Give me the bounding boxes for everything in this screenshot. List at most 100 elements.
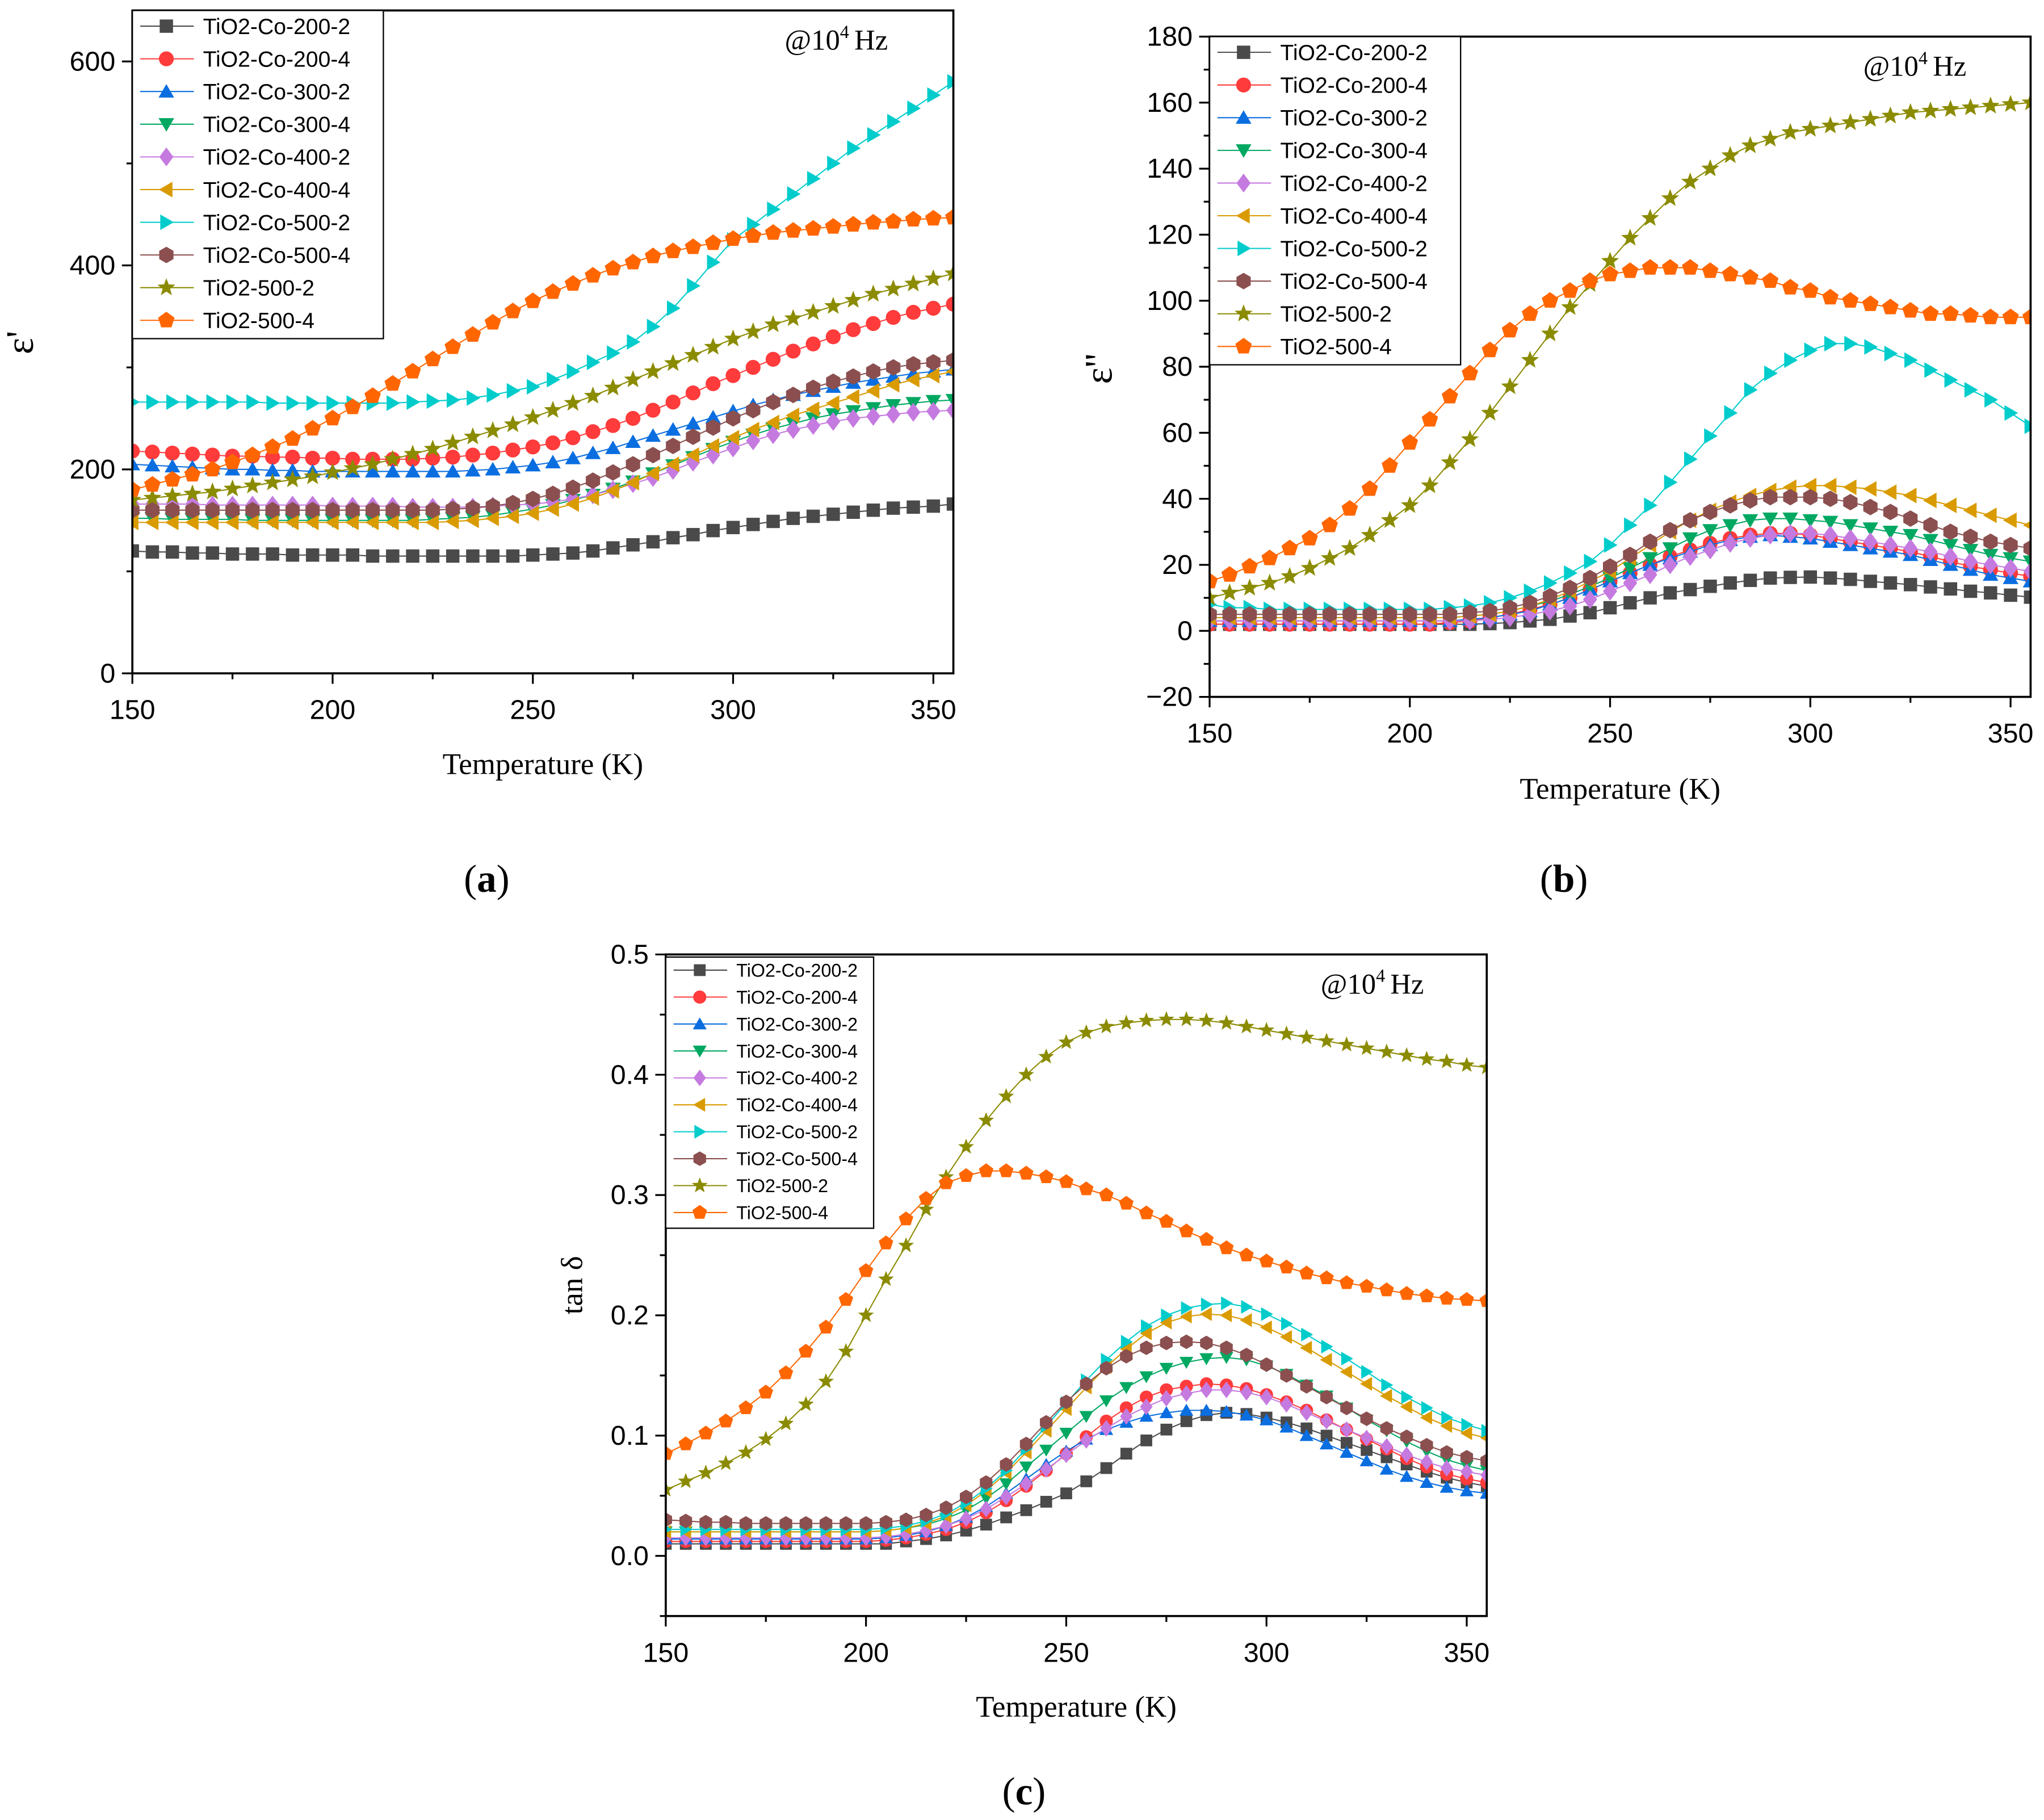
data-point-TiO2-500-2 [1459, 1056, 1475, 1072]
data-point-TiO2-Co-500-2 [887, 114, 901, 130]
data-point-TiO2-500-2 [1438, 1053, 1455, 1068]
data-point-TiO2-Co-500-2 [647, 318, 661, 335]
data-point-TiO2-500-4 [284, 430, 301, 446]
data-point-TiO2-Co-500-4 [1362, 606, 1377, 623]
data-point-TiO2-Co-500-4 [1222, 606, 1237, 623]
data-point-TiO2-Co-200-4 [425, 450, 440, 466]
legend-item: TiO2-Co-400-4 [140, 178, 350, 203]
legend-item: TiO2-500-2 [140, 276, 314, 301]
y-tick-label: 160 [1147, 87, 1193, 118]
data-point-TiO2-Co-300-4 [1199, 1353, 1214, 1365]
y-tick-label: 60 [1162, 417, 1193, 448]
legend-label: TiO2-500-2 [1280, 303, 1392, 327]
data-point-TiO2-Co-400-4 [765, 414, 779, 430]
annotation-unit: Hz [1390, 968, 1424, 1000]
data-point-TiO2-Co-400-4 [1400, 1399, 1412, 1414]
data-point-TiO2-Co-500-4 [1783, 489, 1798, 506]
data-point-TiO2-Co-200-2 [1783, 571, 1797, 584]
data-point-TiO2-Co-300-4 [1099, 1395, 1114, 1408]
data-point-TiO2-Co-500-4 [305, 502, 320, 519]
data-point-TiO2-500-4 [1339, 1275, 1354, 1289]
data-point-TiO2-500-4 [144, 476, 161, 492]
data-point-TiO2-500-4 [1078, 1181, 1094, 1196]
data-point-TiO2-Co-200-4 [305, 450, 320, 466]
data-point-TiO2-Co-500-4 [1000, 1457, 1013, 1472]
data-point-TiO2-Co-400-4 [245, 514, 259, 531]
data-point-TiO2-Co-500-4 [906, 356, 921, 373]
data-point-TiO2-Co-400-4 [445, 513, 459, 530]
data-point-TiO2-Co-200-2 [1623, 596, 1637, 610]
data-point-TiO2-500-4 [1521, 305, 1538, 321]
y-tick-label: 80 [1162, 351, 1193, 382]
data-point-TiO2-Co-500-4 [1400, 1429, 1413, 1444]
data-point-TiO2-500-4 [1742, 269, 1758, 285]
data-point-TiO2-Co-500-4 [699, 1515, 712, 1530]
data-point-TiO2-Co-200-4 [1119, 1401, 1133, 1415]
data-point-TiO2-500-4 [1622, 262, 1639, 278]
legend-box [132, 10, 384, 339]
data-point-TiO2-Co-400-2 [1200, 1381, 1213, 1399]
data-point-TiO2-Co-200-4 [325, 450, 341, 466]
legend-marker-pentagon-icon [158, 312, 175, 328]
y-tick-label: 40 [1162, 484, 1193, 514]
data-point-TiO2-Co-400-2 [565, 489, 580, 509]
data-point-TiO2-500-2 [404, 444, 422, 462]
panel-c-tan-delta: 150 200 250 300 350 0.0 0.1 0.2 0.3 0.4 0.5 Tempera… [556, 939, 1489, 1813]
data-point-TiO2-Co-200-2 [1803, 570, 1818, 584]
legend-item: TiO2-Co-400-2 [673, 1068, 858, 1088]
data-point-TiO2-Co-300-4 [925, 395, 942, 409]
data-point-TiO2-Co-400-2 [826, 412, 841, 431]
data-point-TiO2-Co-300-4 [1642, 552, 1658, 566]
data-point-TiO2-Co-500-2 [1884, 346, 1898, 362]
data-point-TiO2-Co-500-4 [1323, 606, 1337, 623]
data-point-TiO2-Co-500-2 [1523, 583, 1538, 599]
data-point-TiO2-Co-500-4 [826, 373, 841, 390]
data-point-TiO2-Co-500-4 [245, 502, 260, 519]
data-point-TiO2-500-2 [918, 1201, 934, 1217]
data-point-TiO2-Co-200-4 [866, 316, 881, 332]
data-point-TiO2-Co-500-2 [1904, 352, 1918, 368]
data-point-TiO2-500-2 [223, 479, 242, 497]
data-point-TiO2-Co-400-2 [1963, 552, 1978, 571]
x-tick-label: 250 [1587, 718, 1633, 749]
data-point-TiO2-500-2 [1098, 1018, 1114, 1034]
data-point-TiO2-Co-500-2 [186, 394, 200, 410]
data-point-TiO2-Co-500-4 [1382, 606, 1397, 623]
data-point-TiO2-500-2 [1801, 119, 1820, 137]
data-point-TiO2-Co-500-4 [1763, 489, 1778, 506]
data-point-TiO2-Co-300-2 [685, 416, 701, 430]
data-point-TiO2-Co-400-4 [1963, 502, 1977, 518]
data-point-TiO2-Co-300-4 [1802, 514, 1819, 528]
data-point-TiO2-Co-400-4 [385, 514, 399, 531]
data-point-TiO2-Co-200-4 [445, 450, 460, 465]
data-point-TiO2-Co-200-2 [726, 521, 740, 534]
data-point-TiO2-Co-500-4 [1442, 606, 1457, 623]
data-point-TiO2-500-2 [1481, 403, 1499, 421]
data-point-TiO2-Co-300-4 [1682, 532, 1698, 546]
data-point-TiO2-500-4 [544, 283, 561, 299]
data-point-TiO2-Co-500-4 [679, 1513, 692, 1529]
data-point-TiO2-500-2 [1921, 101, 1940, 119]
data-point-TiO2-500-4 [725, 230, 741, 246]
data-point-TiO2-Co-200-2 [145, 545, 160, 559]
data-point-TiO2-500-4 [1802, 282, 1819, 298]
data-point-TiO2-Co-200-2 [686, 528, 700, 542]
data-point-TiO2-500-4 [758, 1385, 774, 1399]
legend-item: TiO2-500-4 [140, 309, 314, 333]
data-point-TiO2-Co-300-2 [625, 434, 641, 448]
data-point-TiO2-Co-200-4 [725, 368, 741, 383]
data-point-TiO2-500-4 [738, 1400, 753, 1415]
data-point-TiO2-Co-500-4 [1360, 1411, 1373, 1427]
data-point-TiO2-Co-300-2 [144, 458, 161, 472]
data-point-TiO2-500-4 [1039, 1169, 1054, 1184]
data-point-TiO2-500-4 [885, 213, 902, 229]
legend-label: TiO2-500-2 [736, 1176, 828, 1196]
data-point-TiO2-Co-500-4 [779, 1516, 792, 1531]
data-point-TiO2-500-4 [685, 238, 702, 254]
data-point-TiO2-500-2 [1058, 1034, 1075, 1049]
legend-label: TiO2-Co-400-4 [1280, 204, 1428, 229]
data-point-TiO2-500-4 [1259, 1253, 1274, 1268]
data-point-TiO2-Co-500-4 [586, 472, 601, 489]
data-point-TiO2-Co-500-4 [739, 1516, 753, 1531]
